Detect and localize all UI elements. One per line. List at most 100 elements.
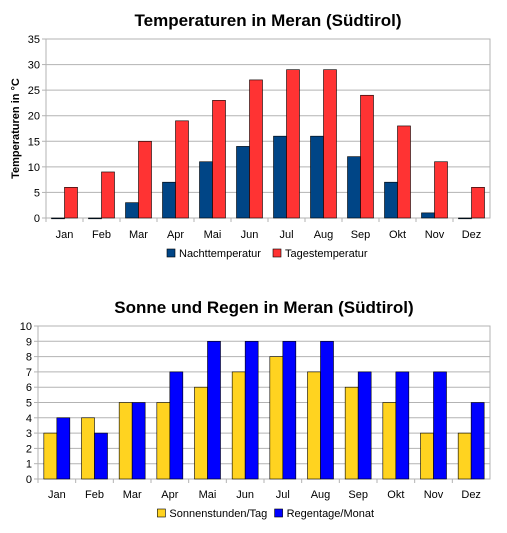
bar-tagestemperatur-nov: [434, 161, 448, 219]
x-tick-label-mai: Mai: [199, 489, 217, 501]
bar-regentage-monat-mar: [131, 402, 146, 480]
x-tick-label-mar: Mar: [123, 489, 142, 501]
x-tick-label-feb: Feb: [92, 229, 111, 241]
y-tick-label: 30: [28, 60, 40, 72]
bar-tagestemperatur-dez: [471, 187, 485, 219]
bar-sonnenstunden-tag-aug: [307, 371, 321, 480]
y-tick-label: 4: [26, 413, 32, 425]
bar-sonnenstunden-tag-jan: [43, 432, 58, 480]
bar-nachttemperatur-mar: [125, 202, 139, 219]
bar-sonnenstunden-tag-mai: [194, 386, 208, 480]
bar-sonnenstunden-tag-nov: [420, 432, 434, 480]
x-tick-label-okt: Okt: [389, 229, 406, 241]
y-tick-label: 15: [28, 136, 40, 148]
bar-tagestemperatur-apr: [175, 120, 189, 219]
bar-sonnenstunden-tag-jun: [231, 371, 246, 480]
y-tick-label: 5: [34, 187, 40, 199]
bar-nachttemperatur-apr: [162, 181, 176, 219]
bar-nachttemperatur-feb: [88, 217, 102, 220]
x-tick-label-jun: Jun: [241, 229, 259, 241]
x-tick-label-jul: Jul: [276, 489, 290, 501]
y-tick-label: 10: [28, 162, 40, 174]
legend-swatch: [157, 508, 166, 518]
x-tick-label-feb: Feb: [85, 489, 104, 501]
x-tick-label-jan: Jan: [48, 489, 66, 501]
bar-nachttemperatur-jun: [236, 146, 250, 219]
bar-nachttemperatur-sep: [347, 156, 361, 219]
bar-tagestemperatur-feb: [101, 171, 115, 219]
bar-sonnenstunden-tag-okt: [382, 402, 397, 480]
bar-regentage-monat-okt: [395, 371, 410, 480]
bar-sonnenstunden-tag-dez: [457, 432, 472, 480]
bar-regentage-monat-mai: [207, 340, 221, 480]
x-tick-label-jun: Jun: [236, 489, 254, 501]
bar-tagestemperatur-okt: [397, 125, 411, 219]
y-tick-label: 2: [26, 443, 32, 455]
temperature-chart: Temperaturen in Meran (Südtirol) Temperat…: [10, 11, 491, 260]
bar-sonnenstunden-tag-jul: [269, 356, 284, 480]
bar-regentage-monat-dez: [470, 402, 485, 480]
bar-regentage-monat-feb: [94, 432, 108, 480]
x-tick-label-apr: Apr: [161, 489, 178, 501]
bar-sonnenstunden-tag-mar: [118, 402, 133, 480]
x-tick-label-jan: Jan: [56, 229, 74, 241]
y-tick-label: 6: [26, 382, 32, 394]
y-tick-label: 35: [28, 34, 40, 46]
x-tick-label-okt: Okt: [387, 489, 404, 501]
legend-swatch: [274, 508, 283, 518]
bar-sonnenstunden-tag-feb: [81, 417, 95, 480]
bar-nachttemperatur-jan: [51, 217, 65, 220]
y-tick-label: 1: [26, 459, 32, 471]
x-tick-label-mar: Mar: [129, 229, 148, 241]
y-tick-label: 7: [26, 367, 32, 379]
x-tick-label-sep: Sep: [348, 489, 368, 501]
x-tick-label-nov: Nov: [425, 229, 445, 241]
chart-title: Temperaturen in Meran (Südtirol): [135, 11, 402, 30]
bar-tagestemperatur-aug: [323, 69, 337, 219]
x-tick-label-mai: Mai: [204, 229, 222, 241]
x-tick-label-sep: Sep: [351, 229, 371, 241]
bar-nachttemperatur-mai: [199, 161, 213, 219]
bar-regentage-monat-apr: [169, 371, 184, 480]
bar-tagestemperatur-mai: [212, 100, 226, 219]
bar-sonnenstunden-tag-apr: [156, 402, 171, 480]
bar-tagestemperatur-jan: [64, 187, 78, 219]
x-tick-label-dez: Dez: [462, 229, 482, 241]
legend: Sonnenstunden/Tag Regentage/Monat: [157, 508, 374, 520]
y-axis-label: Temperaturen in °C: [10, 78, 22, 179]
bar-regentage-monat-jul: [282, 340, 297, 480]
legend-label: Nachttemperatur: [179, 248, 261, 260]
bar-sonnenstunden-tag-sep: [344, 386, 359, 480]
bar-nachttemperatur-aug: [310, 135, 324, 219]
y-tick-label: 5: [26, 398, 32, 410]
bar-tagestemperatur-mar: [138, 140, 152, 219]
sun-rain-chart: Sonne und Regen in Meran (Südtirol) 0 1 2 3 4…: [20, 298, 491, 520]
x-tick-label-aug: Aug: [314, 229, 334, 241]
bar-nachttemperatur-jul: [273, 135, 287, 219]
y-tick-label: 25: [28, 85, 40, 97]
y-tick-label: 8: [26, 352, 32, 364]
x-tick-label-aug: Aug: [311, 489, 331, 501]
bar-regentage-monat-jun: [244, 340, 259, 480]
legend-swatch: [272, 248, 282, 258]
y-tick-label: 10: [20, 321, 32, 333]
bar-tagestemperatur-jun: [249, 79, 263, 219]
bar-regentage-monat-nov: [433, 371, 447, 480]
y-tick-label: 3: [26, 428, 32, 440]
bar-regentage-monat-aug: [320, 340, 334, 480]
legend-label: Sonnenstunden/Tag: [169, 508, 267, 520]
y-tick-label: 20: [28, 111, 40, 123]
bar-tagestemperatur-sep: [360, 94, 374, 219]
y-tick-label: 0: [26, 474, 32, 486]
x-tick-label-apr: Apr: [167, 229, 184, 241]
legend: Nachttemperatur Tagestemperatur: [166, 248, 368, 260]
y-tick-label: 9: [26, 336, 32, 348]
x-tick-label-jul: Jul: [279, 229, 293, 241]
y-tick-label: 0: [34, 213, 40, 225]
legend-swatch: [166, 248, 176, 258]
bar-nachttemperatur-dez: [458, 217, 472, 220]
x-tick-label-nov: Nov: [424, 489, 444, 501]
chart-title: Sonne und Regen in Meran (Südtirol): [114, 298, 413, 317]
bar-regentage-monat-sep: [357, 371, 372, 480]
